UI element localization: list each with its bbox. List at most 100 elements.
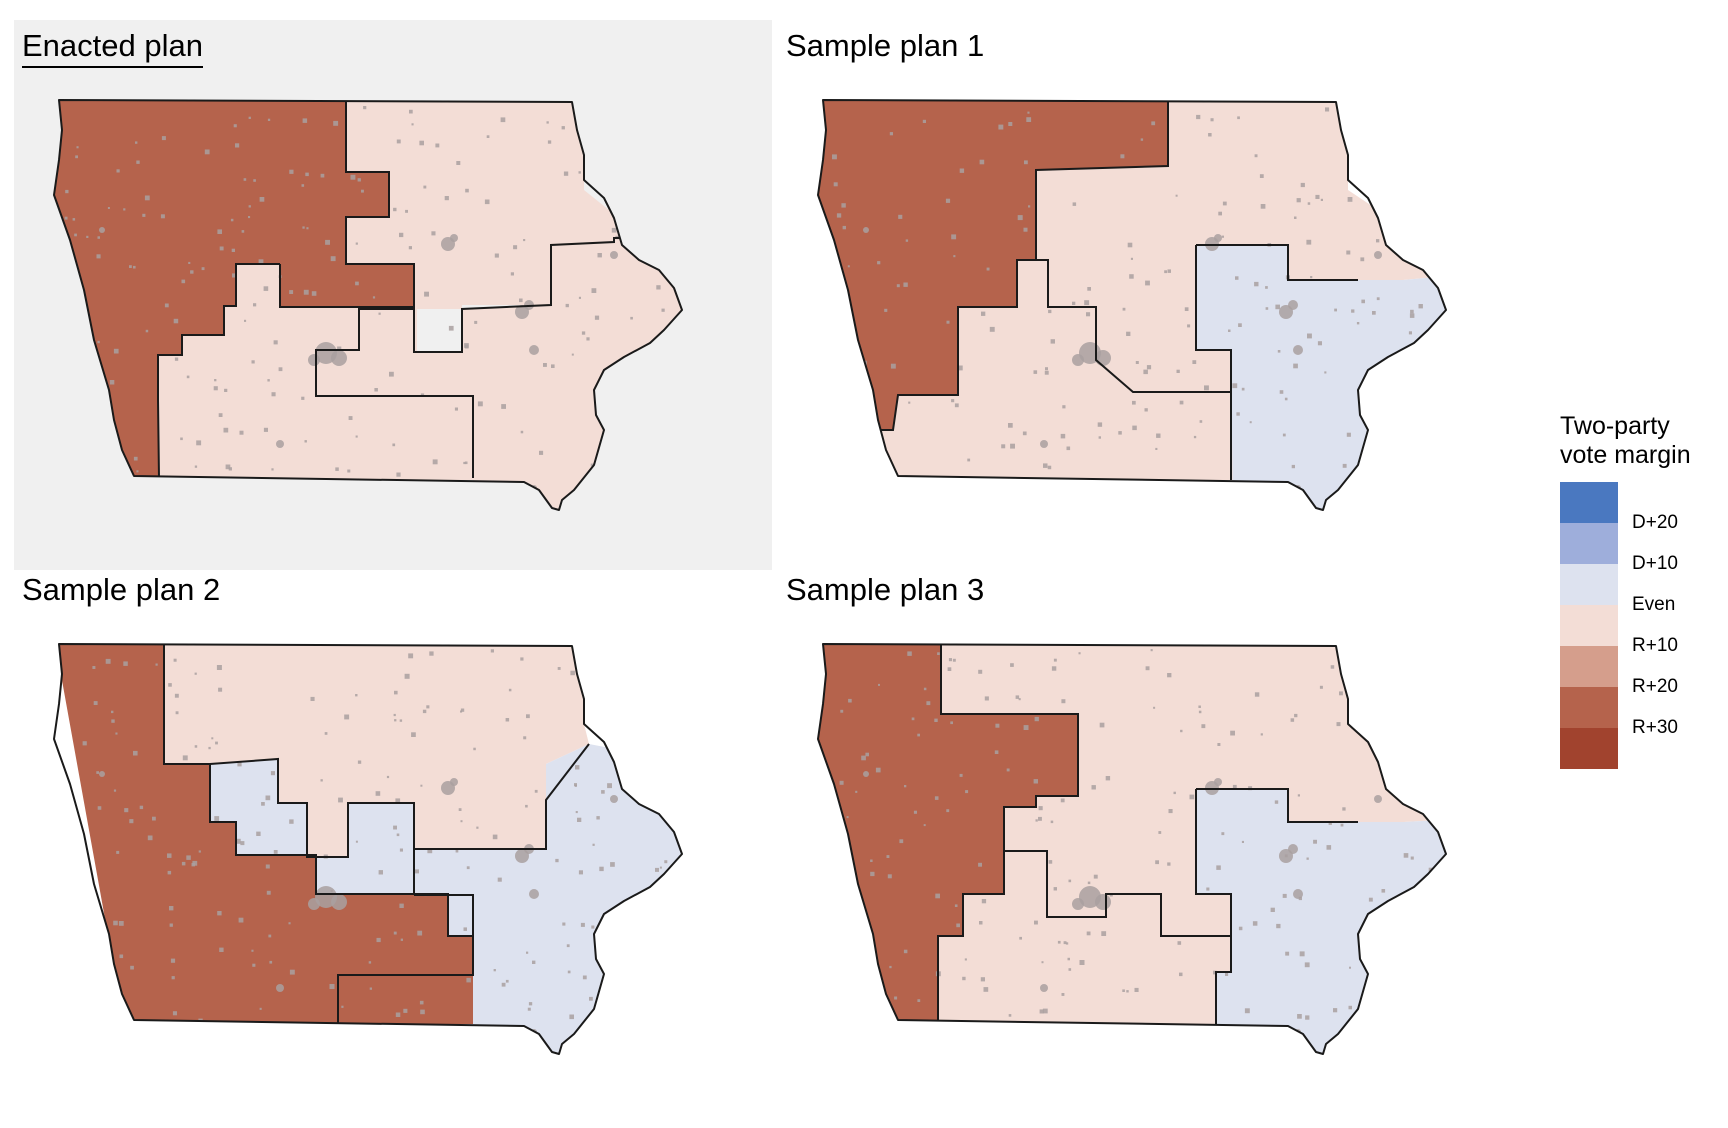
population-dot (170, 958, 176, 963)
population-dot (426, 705, 430, 709)
urban-area (99, 771, 105, 777)
population-dot (1006, 768, 1010, 772)
urban-area (78, 381, 86, 389)
population-dot (981, 899, 987, 904)
population-dot (847, 265, 850, 268)
population-dot (656, 285, 661, 290)
population-dot (1431, 990, 1437, 996)
population-dot (65, 189, 69, 194)
population-dot (978, 862, 982, 867)
population-dot (477, 401, 483, 407)
population-dot (561, 126, 565, 130)
population-dot (1420, 381, 1423, 384)
population-dot (1028, 205, 1031, 208)
population-dot (953, 255, 956, 258)
population-dot (492, 834, 498, 840)
population-dot (1087, 287, 1091, 291)
population-dot (546, 121, 549, 124)
state-outline (53, 643, 683, 1055)
population-dot (1419, 213, 1422, 217)
population-dot (984, 696, 989, 701)
population-dot (1394, 218, 1399, 223)
population-dot (419, 1000, 424, 1005)
population-dot (833, 807, 837, 811)
population-dot (238, 917, 244, 923)
population-dot (429, 651, 434, 656)
population-dot (289, 169, 294, 174)
population-dot (1167, 269, 1171, 273)
population-dot (623, 414, 627, 418)
urban-area (586, 480, 592, 486)
population-dot (505, 979, 509, 983)
population-dot (631, 998, 635, 1001)
population-dot (1293, 363, 1298, 369)
population-dot (947, 667, 952, 671)
population-dot (420, 784, 423, 787)
population-dot (228, 467, 232, 471)
population-dot (1333, 1008, 1338, 1013)
population-dot (917, 733, 920, 737)
population-dot (841, 203, 846, 208)
population-dot (107, 207, 110, 209)
population-dot (611, 227, 617, 233)
population-dot (1320, 198, 1323, 201)
population-dot (978, 669, 983, 674)
population-dot (248, 216, 251, 219)
population-dot (597, 253, 602, 258)
population-dot (76, 146, 79, 149)
population-dot (1432, 387, 1435, 390)
population-dot (589, 996, 593, 1001)
population-dot (842, 225, 846, 230)
population-dot (306, 227, 309, 230)
urban-area (113, 447, 119, 453)
population-dot (1342, 807, 1346, 811)
legend-swatch-r-strong (1560, 728, 1618, 769)
population-dot (629, 387, 634, 392)
population-dot (539, 450, 544, 455)
legend-label-d10: D+10 (1632, 553, 1678, 574)
population-dot (1346, 250, 1351, 255)
population-dot (500, 117, 506, 123)
population-dot (1057, 940, 1061, 944)
population-dot (532, 960, 536, 964)
district-boundary (279, 264, 414, 308)
population-dot (218, 413, 223, 417)
population-dot (102, 950, 105, 953)
population-dot (1422, 127, 1427, 132)
population-dot (88, 474, 92, 478)
population-dot (866, 402, 869, 405)
population-dot (1132, 400, 1136, 405)
population-dot (861, 380, 865, 383)
population-dot (64, 216, 68, 220)
population-dot (1179, 972, 1183, 977)
population-dot (232, 273, 237, 278)
population-dot (396, 833, 400, 837)
population-dot (1043, 463, 1048, 468)
population-dot (525, 804, 528, 808)
population-dot (1060, 798, 1065, 803)
urban-area (1350, 1024, 1356, 1030)
population-dot (508, 688, 512, 692)
population-dot (523, 736, 527, 740)
population-dot (979, 159, 985, 165)
population-dot (1038, 816, 1042, 821)
population-dot (198, 850, 201, 853)
population-dot (848, 698, 852, 703)
population-dot (1259, 174, 1264, 178)
urban-area (276, 984, 284, 992)
population-dot (1249, 421, 1252, 424)
population-dot (1143, 369, 1148, 375)
district-boundary (414, 894, 474, 975)
population-dot (105, 658, 111, 664)
population-dot (341, 1005, 344, 1008)
population-dot (644, 203, 648, 207)
population-dot (1033, 779, 1038, 784)
population-dot (1008, 1014, 1012, 1017)
population-dot (1410, 309, 1414, 314)
district-1 (818, 644, 1078, 1024)
population-dot (357, 178, 361, 182)
population-dot (1180, 729, 1183, 733)
population-dot (403, 1008, 408, 1013)
legend-label-even: Even (1632, 594, 1676, 615)
population-dot (1053, 658, 1057, 662)
